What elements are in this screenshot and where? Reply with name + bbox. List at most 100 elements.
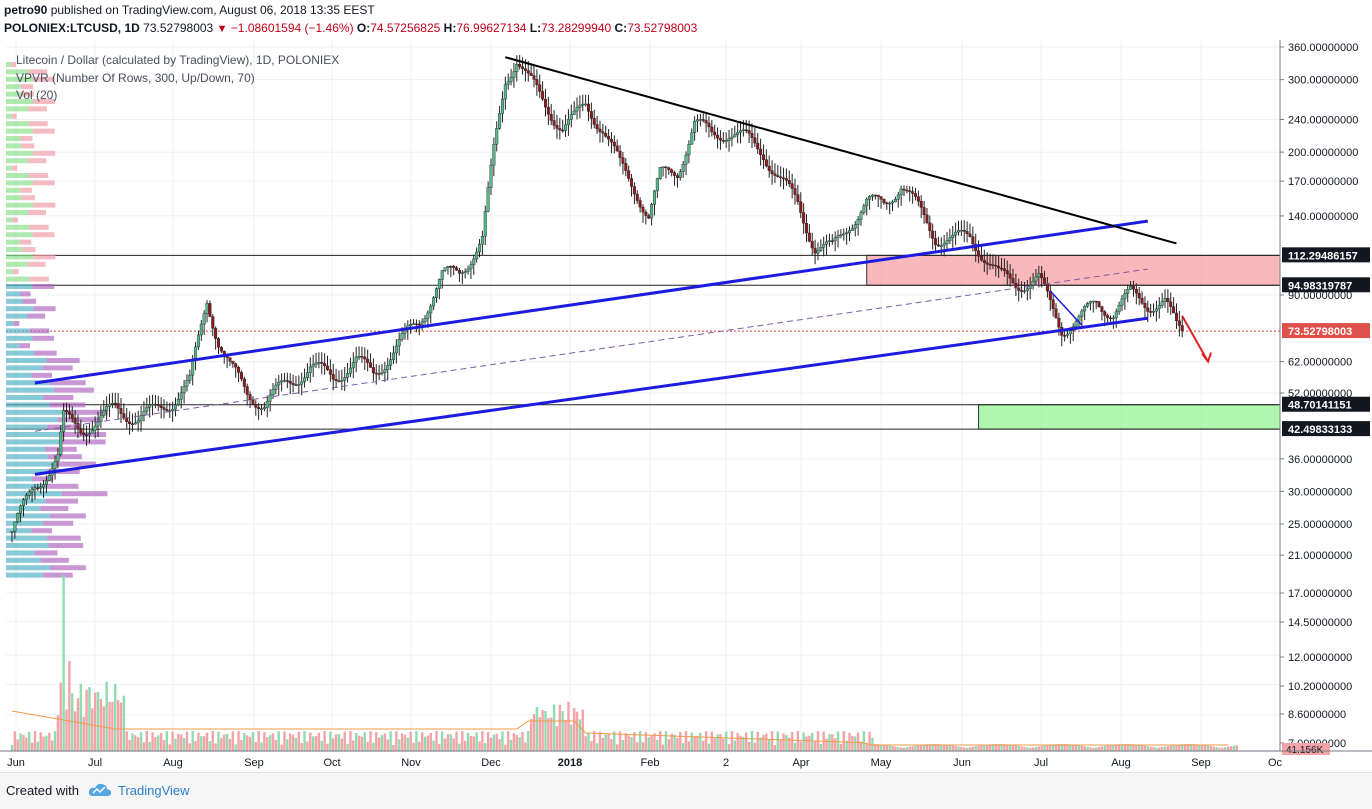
volume-bar: [455, 731, 458, 751]
vpvr-down-bar: [29, 173, 49, 178]
candle-body: [300, 381, 304, 385]
candle-body: [802, 212, 806, 224]
volume-bar: [670, 733, 673, 751]
candle-body: [102, 410, 106, 416]
volume-bar: [888, 745, 891, 751]
vpvr-down-bar: [40, 506, 69, 511]
volume-bar: [684, 731, 688, 751]
candle-body: [546, 106, 550, 115]
volume-bar: [68, 661, 71, 751]
candle-body: [153, 403, 157, 406]
vpvr-down-bar: [32, 284, 55, 289]
candle-body: [343, 377, 347, 381]
volume-bar: [667, 739, 671, 751]
volume-bar: [739, 735, 742, 751]
descending-resistance: [505, 56, 1177, 245]
volume-bar: [793, 742, 797, 751]
candle-body: [753, 137, 757, 144]
candle-body: [905, 189, 909, 192]
price-badge-label: 112.29486157: [1288, 250, 1358, 262]
candle-body: [885, 202, 889, 205]
volume-bar: [745, 732, 748, 751]
volume-bar: [102, 706, 105, 751]
vpvr-up-bar: [6, 84, 21, 90]
volume-bar: [917, 745, 920, 751]
volume-bar: [785, 734, 788, 751]
vpvr-up-bar: [6, 313, 28, 319]
candle-body: [179, 392, 183, 400]
price-tick-label: 21.00000000: [1288, 550, 1352, 562]
candle-body: [948, 237, 952, 241]
vpvr-down-bar: [12, 269, 19, 275]
publisher-name[interactable]: petro90: [4, 3, 48, 17]
candle-body: [374, 372, 378, 375]
volume-bar: [997, 744, 1000, 751]
candle-body: [53, 461, 57, 469]
candle-body: [535, 79, 539, 85]
volume-bar: [968, 747, 972, 751]
volume-bar: [317, 732, 321, 751]
volume-bar: [200, 736, 203, 751]
time-tick-label: Jun: [7, 757, 25, 769]
volume-bar: [656, 739, 659, 751]
volume-bar: [363, 732, 366, 751]
price-tick-label: 300.00000000: [1288, 75, 1358, 87]
vpvr-down-bar: [31, 528, 53, 534]
volume-bar: [260, 742, 263, 751]
candle-body: [678, 171, 682, 178]
tradingview-brand-link[interactable]: TradingView: [118, 783, 190, 798]
vpvr-up-bar: [6, 173, 30, 178]
volume-bar: [380, 734, 384, 751]
vpvr-down-bar: [28, 121, 48, 127]
volume-bar: [664, 731, 668, 751]
candle-body: [790, 183, 794, 189]
candle-body: [968, 233, 972, 237]
volume-bar: [1178, 744, 1181, 751]
candle-body: [334, 379, 338, 381]
volume-bar: [263, 732, 266, 751]
volume-bar: [920, 744, 923, 751]
candle-body: [191, 360, 195, 376]
volume-bar: [329, 731, 332, 751]
vpvr-up-bar: [6, 439, 61, 445]
time-tick-label: Dec: [481, 757, 501, 769]
volume-bar: [475, 732, 478, 751]
volume-bar: [1129, 744, 1132, 751]
candle-body: [911, 191, 915, 194]
volume-bar: [1218, 747, 1221, 751]
volume-bar: [1126, 744, 1129, 751]
volume-bar: [805, 736, 808, 751]
candle-body: [868, 196, 872, 200]
candle-body: [1080, 310, 1084, 317]
candle-body: [538, 84, 542, 92]
candle-body: [876, 194, 880, 197]
candle-body: [1065, 333, 1069, 336]
candle-body: [1011, 278, 1015, 284]
volume-bar: [283, 731, 286, 751]
volume-bar: [228, 738, 232, 751]
candle-body: [1137, 293, 1141, 299]
support-zone: [978, 404, 1281, 430]
vpvr-up-bar: [6, 158, 29, 164]
volume-bar: [481, 731, 484, 751]
volume-bar: [504, 744, 507, 751]
volume-bar: [1198, 744, 1201, 751]
volume-bar: [1221, 747, 1224, 751]
vpvr-down-bar: [32, 232, 55, 238]
volume-bar: [131, 733, 134, 751]
volume-bar: [1109, 745, 1112, 751]
vpvr-down-bar: [33, 99, 56, 104]
candle-body: [675, 175, 679, 178]
volume-bar: [76, 698, 80, 751]
candle-body: [650, 204, 654, 219]
vpvr-up-bar: [6, 187, 21, 193]
volume-bar: [828, 734, 831, 751]
chart-area[interactable]: 360.00000000 300.00000000 240.00000000 200.…: [0, 40, 1372, 772]
candle-body: [1014, 283, 1018, 289]
candle-body: [475, 251, 479, 260]
candle-body: [951, 234, 955, 238]
candle-body: [110, 402, 114, 405]
candle-body: [340, 379, 344, 382]
candle-body: [1157, 305, 1161, 310]
candle-body: [521, 66, 525, 69]
